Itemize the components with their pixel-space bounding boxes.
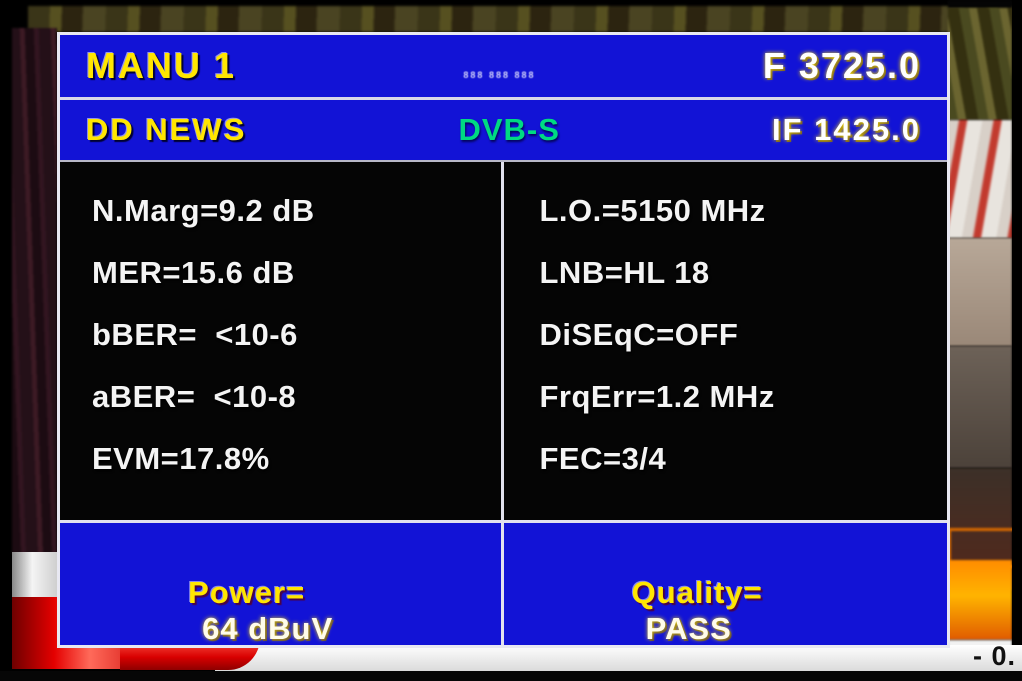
signal-bars-area: Power= 64 dBuV Quality= PASS	[60, 520, 948, 646]
quality-label: Quality=	[631, 575, 763, 610]
background-street-segment	[948, 346, 1012, 468]
ticker-text: - 0.	[972, 641, 1016, 671]
background-right-edge	[1012, 0, 1022, 681]
status-indicators-icon: 888 888 888	[463, 70, 536, 80]
frequency-readout: F 3725.0	[762, 45, 921, 86]
background-trees-segment	[948, 8, 1012, 120]
background-left-stripe	[12, 28, 57, 554]
background-orange-block	[948, 560, 1012, 640]
service-name: DD NEWS	[86, 112, 247, 147]
memory-label: MANU 1	[86, 45, 237, 86]
measurement-aber: aBER= <10-8	[92, 379, 297, 414]
power-label: Power=	[188, 575, 306, 610]
header-bar: MANU 1 888 888 888 F 3725.0	[60, 35, 947, 100]
quality-value: PASS	[645, 611, 732, 646]
measurements-area: N.Marg=9.2 dB MER=15.6 dB bBER= <10-6 aB…	[60, 162, 947, 520]
power-value: 64 dBuV	[202, 611, 334, 646]
background-left-silver-block	[12, 552, 57, 600]
news-ticker-band: - 0.	[215, 641, 1022, 673]
if-frequency-readout: IF 1425.0	[772, 112, 921, 147]
measurement-mer: MER=15.6 dB	[92, 255, 295, 290]
background-right-video-strip	[948, 0, 1018, 681]
measurement-frqerr: FrqErr=1.2 MHz	[539, 379, 775, 414]
power-section: Power= 64 dBuV	[60, 523, 504, 646]
measurement-lo: L.O.=5150 MHz	[539, 193, 766, 228]
measurement-bber: bBER= <10-6	[92, 317, 298, 352]
measurement-evm: EVM=17.8%	[92, 441, 270, 476]
measurement-fec: FEC=3/4	[539, 441, 667, 476]
background-trees-strip	[28, 6, 1015, 32]
background-building-segment	[948, 120, 1012, 238]
measurement-nmarg: N.Marg=9.2 dB	[92, 193, 315, 228]
subheader-bar: DD NEWS DVB-S IF 1425.0	[60, 100, 947, 162]
meter-osd-panel: MANU 1 888 888 888 F 3725.0 DD NEWS DVB-…	[57, 32, 950, 648]
measurements-right-column: L.O.=5150 MHz LNB=HL 18 DiSEqC=OFF FrqEr…	[504, 162, 948, 520]
measurements-left-column: N.Marg=9.2 dB MER=15.6 dB bBER= <10-6 aB…	[60, 162, 504, 520]
bottom-black-edge	[0, 671, 1022, 681]
standard-label: DVB-S	[458, 112, 560, 147]
measurement-lnb: LNB=HL 18	[539, 255, 710, 290]
background-street-segment	[948, 238, 1012, 346]
measurement-diseqc: DiSEqC=OFF	[539, 317, 739, 352]
quality-section: Quality= PASS	[504, 523, 948, 646]
background-segment	[948, 0, 1012, 8]
